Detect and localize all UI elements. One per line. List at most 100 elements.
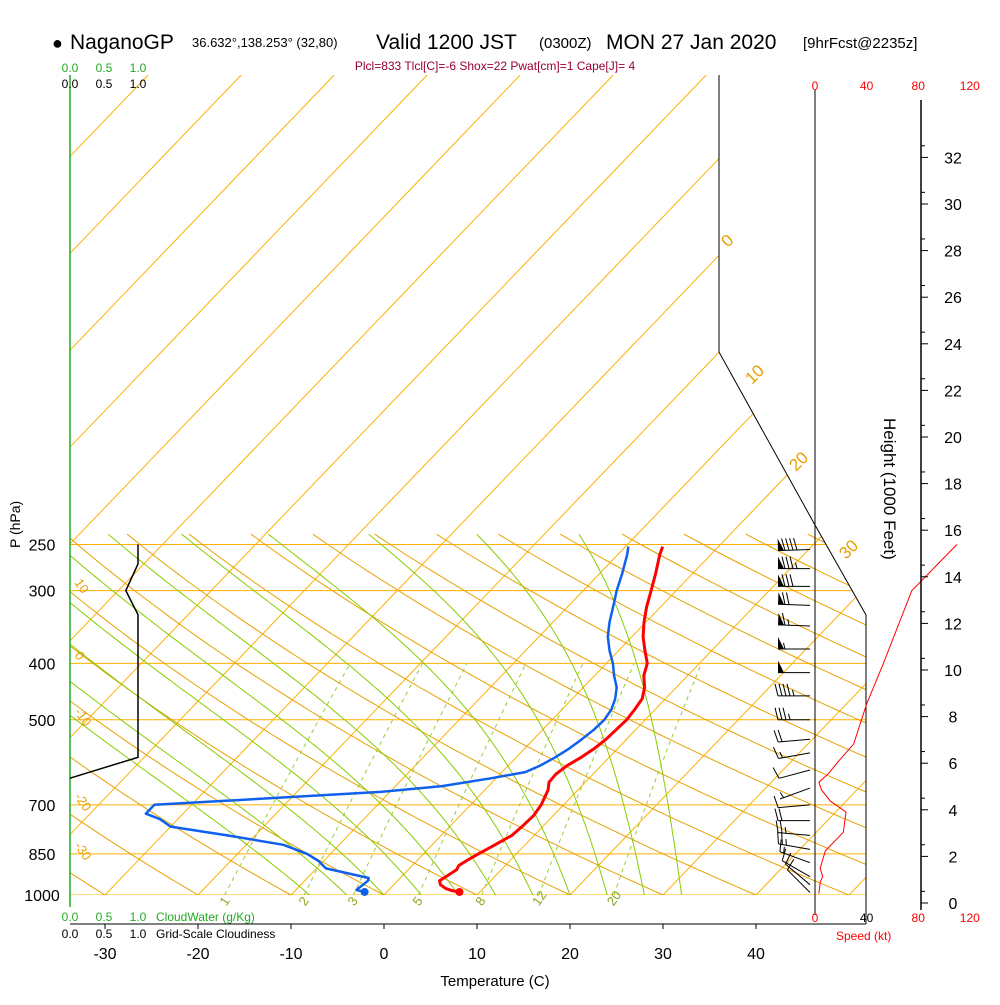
temperature-tick-label: -30 (93, 946, 116, 963)
cloudiness-tick-top: 1.0 (130, 77, 147, 91)
moist-adiabat-label: 20 (785, 448, 812, 475)
height-tick-label: 8 (949, 710, 958, 727)
temperature-tick-label: 20 (561, 946, 579, 963)
cloudiness-tick-top: 0.0 (62, 77, 79, 91)
height-tick-label: 16 (944, 523, 962, 540)
height-tick-label: 26 (944, 290, 962, 307)
dry-adiabat-label: -20 (72, 790, 95, 814)
pressure-tick-label: 400 (29, 656, 56, 673)
wind-barb (778, 613, 810, 626)
wind-barb (773, 768, 810, 779)
height-tick-label: 18 (944, 477, 962, 494)
isotherm-line (849, 75, 1000, 895)
dewpoint-line (146, 547, 629, 892)
wind-barb (778, 661, 810, 673)
header-site: NaganoGP (70, 31, 174, 54)
wind-barb-half (780, 792, 783, 797)
moist-adiabat-lines (0, 534, 682, 895)
mixing-ratio-label: 2 (295, 894, 311, 909)
height-tick-label: 32 (944, 150, 962, 167)
wind-barb-full (779, 809, 782, 821)
mixing-ratio-label: 5 (409, 894, 425, 909)
temperature-tick-label: 10 (468, 946, 486, 963)
wind-barb-staff (778, 604, 810, 605)
wind-barb-full (782, 832, 783, 844)
pressure-tick-label: 250 (29, 538, 56, 555)
mixing-ratio-label: 1 (216, 894, 232, 909)
cloudwater-tick-bottom: 0.0 (62, 910, 79, 924)
dry-adiabat-line (0, 534, 31, 907)
moist-adiabat-line (182, 534, 533, 895)
height-tick-label: 14 (944, 570, 962, 587)
isotherm-line (0, 75, 520, 895)
height-axis-label: Height (1000 Feet) (880, 418, 899, 560)
height-tick-label: 28 (944, 244, 962, 261)
wind-barb-full (775, 684, 778, 696)
wind-barb-half (789, 714, 791, 720)
wind-speed-line (819, 545, 957, 894)
wind-barb-full (778, 832, 779, 844)
wind-barb-full (780, 839, 781, 851)
wind-barb (778, 592, 810, 605)
temperature-tick-label: 40 (747, 946, 765, 963)
moist-adiabat-line (46, 534, 459, 895)
dewpoint-surface-dot (361, 888, 369, 896)
cloudwater-tick-top: 0.0 (62, 61, 79, 75)
wind-barb-full (787, 684, 790, 696)
wind-barb-full (778, 730, 782, 742)
wind-barb (773, 747, 810, 758)
speed-tick-top: 0 (812, 79, 819, 93)
height-tick-label: 6 (949, 756, 958, 773)
mixing-ratio-line (353, 663, 467, 895)
temperature-tick-label: -10 (279, 946, 302, 963)
dry-adiabat-line (870, 534, 1000, 907)
moist-adiabat-label: 30 (835, 536, 862, 563)
background-lines (0, 75, 1000, 907)
cloudwater-tick-top: 0.5 (96, 61, 113, 75)
wind-barb-full (775, 708, 778, 720)
wind-barb-full (790, 574, 793, 586)
header-forecast: [9hrFcst@2235z] (803, 35, 917, 52)
speed-tick-bottom: 40 (860, 911, 874, 925)
temperature-surface-dot (455, 888, 463, 896)
plot-frame (70, 75, 866, 924)
isotherm-line (0, 75, 55, 895)
moist-adiabat-line (0, 534, 421, 895)
height-tick-label: 20 (944, 430, 962, 447)
speed-tick-top: 40 (860, 79, 874, 93)
temperature-tick-label: 30 (654, 946, 672, 963)
wind-barb-staff (778, 833, 810, 836)
dry-adiabat-label: -10 (72, 705, 95, 729)
isotherm-line (384, 75, 1000, 895)
wind-barb (778, 637, 810, 649)
moist-adiabat-label: 0 (717, 231, 737, 251)
speed-axis-label: Speed (kt) (836, 929, 891, 943)
dry-adiabat-label: -30 (72, 839, 95, 863)
header: ● NaganoGP 36.632°,138.253° (32,80) Vali… (52, 31, 917, 73)
pressure-tick-label: 1000 (24, 888, 60, 905)
wind-barb-staff (778, 625, 810, 626)
header-date: MON 27 Jan 2020 (606, 31, 776, 54)
wind-barb-flag (778, 661, 784, 673)
isotherm-line (0, 75, 241, 895)
isotherm-line (12, 75, 799, 895)
speed-tick-bottom: 0 (812, 911, 819, 925)
header-bullet: ● (52, 33, 63, 53)
wind-barb (787, 859, 810, 892)
cloudiness-tick-bottom: 0.0 (62, 927, 79, 941)
wind-barb (778, 574, 810, 586)
mixing-ratio-line (225, 663, 351, 895)
pressure-tick-label: 700 (29, 798, 56, 815)
height-tick-label: 10 (944, 663, 962, 680)
header-valid: Valid 1200 JST (376, 31, 517, 54)
wind-barb-half (796, 563, 798, 569)
mixing-ratio-line (614, 663, 702, 895)
isotherm-lines (0, 75, 1000, 895)
cloudiness-tick-bottom: 0.5 (96, 927, 113, 941)
wind-barb-half (785, 827, 786, 833)
mixing-ratio-label: 12 (529, 888, 550, 908)
wind-barb-full (780, 821, 782, 833)
